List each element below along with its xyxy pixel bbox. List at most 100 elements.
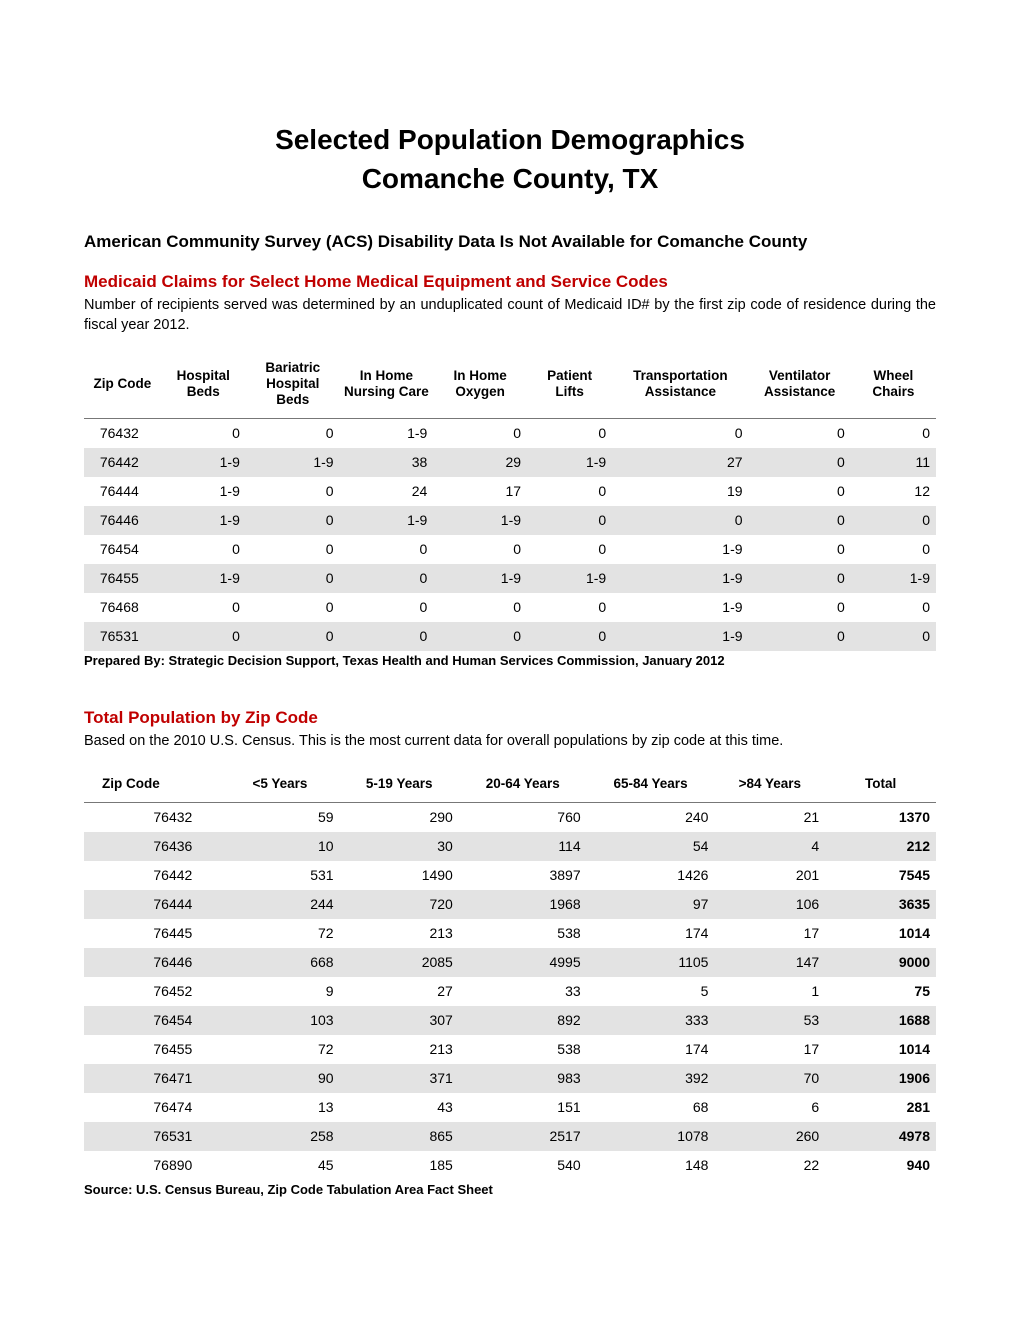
table-cell: 244 — [220, 890, 339, 919]
table-cell: 174 — [587, 1035, 715, 1064]
table-cell: 0 — [612, 419, 748, 449]
table-cell: 392 — [587, 1064, 715, 1093]
table-cell: 1-9 — [851, 564, 936, 593]
table-cell: 76432 — [84, 419, 161, 449]
title-line-2: Comanche County, TX — [84, 159, 936, 198]
table-cell: 76436 — [84, 832, 220, 861]
population-section: Total Population by Zip Code Based on th… — [84, 708, 936, 1197]
table-cell: 0 — [749, 419, 851, 449]
column-header: 65-84 Years — [587, 766, 715, 803]
table-cell: 24 — [340, 477, 434, 506]
table-row: 768904518554014822940 — [84, 1151, 936, 1180]
table-cell: 538 — [459, 919, 587, 948]
population-table: Zip Code<5 Years5-19 Years20-64 Years65-… — [84, 766, 936, 1180]
column-header: Hospital Beds — [161, 350, 246, 419]
table-cell: 148 — [587, 1151, 715, 1180]
table-cell: 33 — [459, 977, 587, 1006]
table-cell: 1 — [714, 977, 825, 1006]
table-cell: 0 — [749, 564, 851, 593]
medicaid-section: Medicaid Claims for Select Home Medical … — [84, 272, 936, 668]
table-cell: 760 — [459, 802, 587, 832]
table-row: 764442447201968971063635 — [84, 890, 936, 919]
table-cell: 21 — [714, 802, 825, 832]
table-cell: 4978 — [825, 1122, 936, 1151]
table-cell: 76446 — [84, 948, 220, 977]
table-row: 76452927335175 — [84, 977, 936, 1006]
population-desc: Based on the 2010 U.S. Census. This is t… — [84, 732, 936, 752]
table-cell: 0 — [527, 419, 612, 449]
table-cell: 4995 — [459, 948, 587, 977]
table-row: 76531000001-900 — [84, 622, 936, 651]
table-cell: 0 — [246, 593, 340, 622]
table-cell: 3635 — [825, 890, 936, 919]
table-cell: 0 — [749, 448, 851, 477]
table-cell: 76444 — [84, 890, 220, 919]
table-cell: 333 — [587, 1006, 715, 1035]
table-cell: 0 — [246, 419, 340, 449]
table-cell: 1-9 — [161, 477, 246, 506]
table-cell: 281 — [825, 1093, 936, 1122]
table-cell: 45 — [220, 1151, 339, 1180]
table-cell: 53 — [714, 1006, 825, 1035]
table-cell: 1-9 — [340, 419, 434, 449]
table-cell: 240 — [587, 802, 715, 832]
table-cell: 76455 — [84, 564, 161, 593]
table-cell: 54 — [587, 832, 715, 861]
table-cell: 258 — [220, 1122, 339, 1151]
table-cell: 0 — [851, 622, 936, 651]
table-cell: 720 — [340, 890, 459, 919]
table-cell: 1014 — [825, 1035, 936, 1064]
table-cell: 114 — [459, 832, 587, 861]
table-cell: 865 — [340, 1122, 459, 1151]
table-cell: 70 — [714, 1064, 825, 1093]
table-cell: 9000 — [825, 948, 936, 977]
table-cell: 201 — [714, 861, 825, 890]
table-cell: 1-9 — [161, 448, 246, 477]
table-row: 7644572213538174171014 — [84, 919, 936, 948]
table-cell: 11 — [851, 448, 936, 477]
table-cell: 76531 — [84, 1122, 220, 1151]
table-cell: 147 — [714, 948, 825, 977]
table-cell: 6 — [714, 1093, 825, 1122]
table-cell: 0 — [527, 593, 612, 622]
table-cell: 0 — [340, 535, 434, 564]
table-cell: 0 — [433, 622, 527, 651]
table-cell: 43 — [340, 1093, 459, 1122]
table-cell: 1-9 — [612, 564, 748, 593]
table-cell: 30 — [340, 832, 459, 861]
table-cell: 0 — [161, 622, 246, 651]
table-row: 76454000001-900 — [84, 535, 936, 564]
column-header: In Home Oxygen — [433, 350, 527, 419]
table-cell: 1-9 — [612, 535, 748, 564]
table-cell: 212 — [825, 832, 936, 861]
table-cell: 0 — [246, 506, 340, 535]
table-cell: 68 — [587, 1093, 715, 1122]
table-cell: 5 — [587, 977, 715, 1006]
medicaid-desc: Number of recipients served was determin… — [84, 296, 936, 335]
table-cell: 0 — [851, 506, 936, 535]
medicaid-source: Prepared By: Strategic Decision Support,… — [84, 653, 936, 668]
column-header: Total — [825, 766, 936, 803]
table-cell: 0 — [340, 593, 434, 622]
table-cell: 1-9 — [612, 593, 748, 622]
table-row: 7645572213538174171014 — [84, 1035, 936, 1064]
table-cell: 72 — [220, 1035, 339, 1064]
table-cell: 76454 — [84, 1006, 220, 1035]
table-cell: 0 — [749, 622, 851, 651]
table-cell: 0 — [527, 535, 612, 564]
table-row: 764421-91-938291-927011 — [84, 448, 936, 477]
table-cell: 0 — [749, 506, 851, 535]
table-cell: 151 — [459, 1093, 587, 1122]
table-cell: 1426 — [587, 861, 715, 890]
table-cell: 0 — [749, 477, 851, 506]
table-cell: 0 — [851, 593, 936, 622]
title-line-1: Selected Population Demographics — [84, 120, 936, 159]
table-cell: 0 — [749, 535, 851, 564]
table-cell: 76455 — [84, 1035, 220, 1064]
medicaid-heading: Medicaid Claims for Select Home Medical … — [84, 272, 936, 292]
table-cell: 3897 — [459, 861, 587, 890]
table-cell: 0 — [340, 622, 434, 651]
table-row: 76432001-900000 — [84, 419, 936, 449]
table-cell: 1-9 — [340, 506, 434, 535]
table-row: 76468000001-900 — [84, 593, 936, 622]
